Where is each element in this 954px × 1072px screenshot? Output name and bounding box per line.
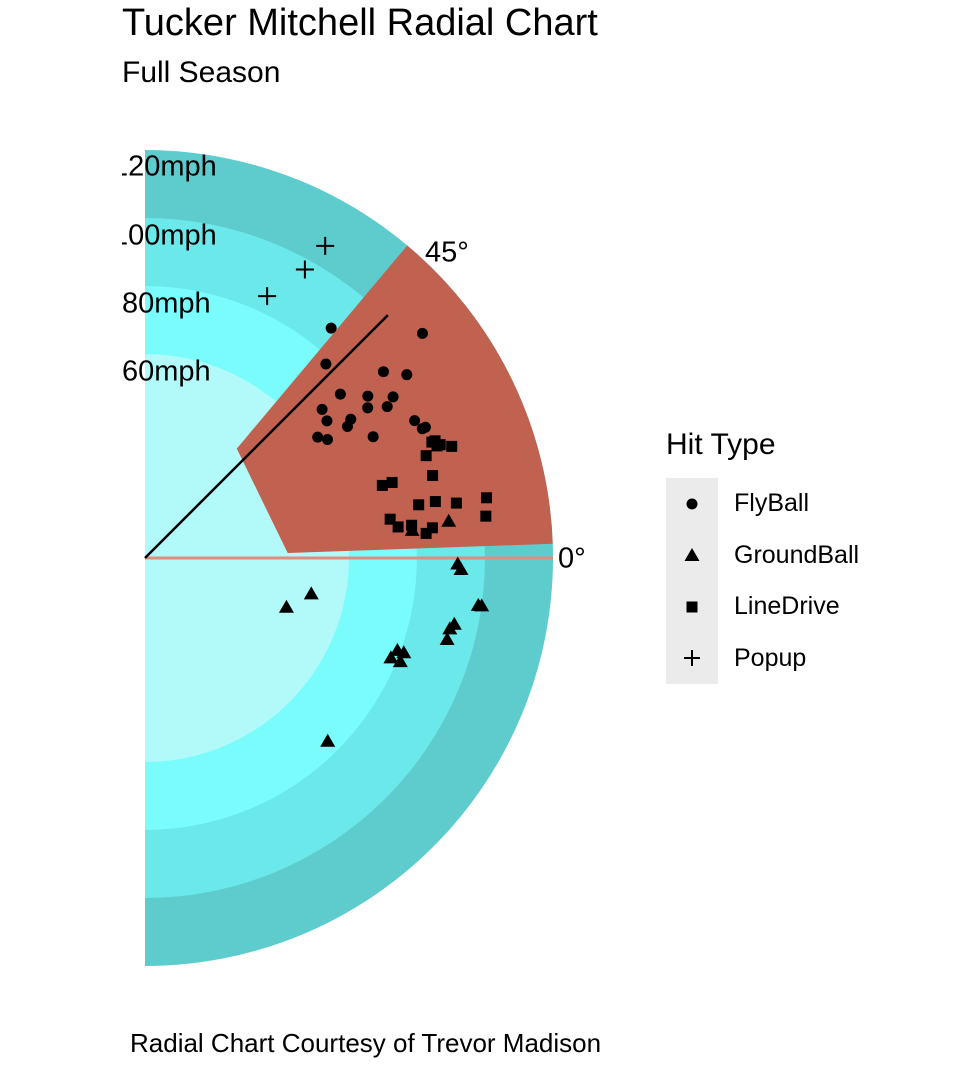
point-linedrive-14 bbox=[384, 513, 396, 525]
legend-label-popup: Popup bbox=[734, 643, 807, 672]
point-flyball-7 bbox=[387, 391, 399, 403]
point-flyball-19 bbox=[416, 423, 428, 435]
point-flyball-5 bbox=[334, 388, 346, 400]
legend: Hit Type FlyBall GroundBall LineDrive Po… bbox=[666, 428, 859, 684]
plot-area bbox=[144, 150, 553, 966]
point-flyball-11 bbox=[362, 402, 374, 414]
point-flyball-14 bbox=[341, 421, 353, 433]
point-linedrive-7 bbox=[376, 479, 388, 491]
point-linedrive-10 bbox=[480, 510, 492, 522]
point-flyball-8 bbox=[316, 403, 328, 415]
point-flyball-17 bbox=[367, 431, 379, 443]
point-groundball-1 bbox=[453, 562, 469, 576]
legend-label-flyball: FlyBall bbox=[734, 489, 810, 517]
ring-label-120mph: 120mph bbox=[112, 151, 217, 183]
point-groundball-15 bbox=[441, 513, 457, 527]
legend-key-flyball bbox=[666, 478, 718, 530]
point-linedrive-11 bbox=[450, 497, 462, 509]
legend-label-linedrive: LineDrive bbox=[734, 592, 840, 620]
point-flyball-0 bbox=[325, 322, 337, 334]
point-flyball-4 bbox=[401, 369, 413, 381]
angle-label-45-deg: 45° bbox=[425, 237, 469, 269]
point-linedrive-17 bbox=[426, 522, 438, 534]
point-flyball-3 bbox=[377, 366, 389, 378]
point-linedrive-5 bbox=[420, 450, 432, 462]
point-linedrive-6 bbox=[427, 470, 439, 482]
point-linedrive-18 bbox=[420, 527, 432, 539]
legend-key-linedrive bbox=[666, 581, 718, 633]
ring-label-80mph: 80mph bbox=[122, 288, 211, 320]
point-linedrive-3 bbox=[431, 440, 443, 452]
point-linedrive-8 bbox=[386, 476, 398, 488]
point-linedrive-9 bbox=[481, 492, 493, 504]
series-flyball bbox=[312, 322, 431, 445]
point-groundball-10 bbox=[392, 654, 408, 668]
legend-keys bbox=[666, 478, 718, 684]
point-popup-0 bbox=[316, 236, 335, 255]
point-linedrive-4 bbox=[446, 440, 458, 452]
chart-title: Tucker Mitchell Radial Chart bbox=[122, 2, 598, 44]
chart-caption: Radial Chart Courtesy of Trevor Madison bbox=[130, 1028, 602, 1058]
point-popup-2 bbox=[258, 287, 277, 306]
series-linedrive bbox=[376, 435, 493, 539]
point-flyball-6 bbox=[362, 390, 374, 402]
point-linedrive-15 bbox=[392, 521, 404, 533]
point-groundball-13 bbox=[320, 733, 336, 747]
point-groundball-9 bbox=[383, 650, 399, 664]
point-flyball-1 bbox=[416, 327, 428, 339]
series-groundball bbox=[278, 513, 490, 747]
point-groundball-11 bbox=[303, 586, 319, 600]
point-flyball-16 bbox=[409, 415, 421, 427]
legend-key-popup bbox=[666, 633, 718, 685]
point-linedrive-16 bbox=[406, 519, 418, 531]
point-linedrive-12 bbox=[429, 496, 441, 508]
forty-five-degree-line bbox=[144, 314, 389, 559]
chart-subtitle: Full Season bbox=[122, 56, 281, 89]
point-flyball-15 bbox=[321, 433, 333, 445]
legend-title: Hit Type bbox=[666, 428, 776, 461]
point-popup-1 bbox=[295, 260, 314, 279]
point-flyball-12 bbox=[312, 431, 324, 443]
series-popup bbox=[258, 236, 335, 306]
point-groundball-5 bbox=[442, 621, 458, 635]
legend-key-groundball bbox=[666, 530, 718, 582]
point-linedrive-13 bbox=[413, 499, 425, 511]
point-groundball-8 bbox=[389, 642, 405, 656]
point-flyball-2 bbox=[320, 358, 332, 370]
ring-label-60mph: 60mph bbox=[122, 356, 211, 388]
point-groundball-3 bbox=[474, 598, 490, 612]
point-flyball-13 bbox=[381, 401, 393, 413]
point-flyball-9 bbox=[321, 415, 333, 427]
legend-label-groundball: GroundBall bbox=[734, 540, 860, 569]
angle-label-0-deg: 0° bbox=[558, 543, 586, 575]
point-groundball-12 bbox=[278, 599, 294, 613]
ring-label-100mph: 100mph bbox=[112, 220, 217, 252]
point-groundball-6 bbox=[439, 631, 455, 645]
